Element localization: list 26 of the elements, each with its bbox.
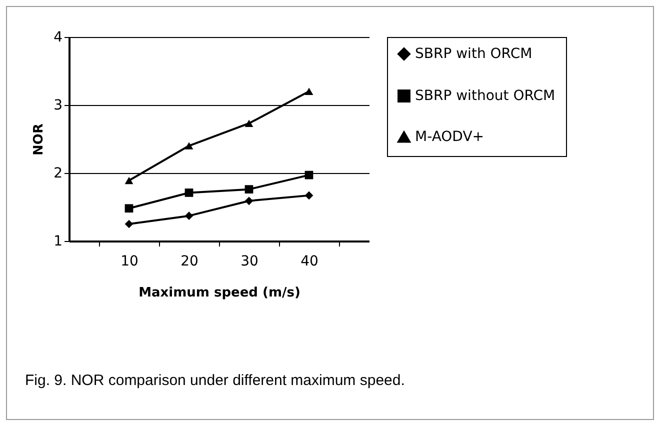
point bbox=[304, 88, 314, 96]
point bbox=[244, 196, 254, 206]
y-axis-title: NOR bbox=[32, 124, 47, 156]
point bbox=[184, 188, 194, 197]
x-tick-label: 30 bbox=[240, 254, 258, 270]
point bbox=[304, 170, 314, 180]
x-tick-label: 10 bbox=[120, 254, 138, 270]
point bbox=[184, 212, 194, 220]
legend-label: SBRP without ORCM bbox=[415, 88, 556, 104]
y-tick-label: 2 bbox=[54, 166, 62, 182]
point bbox=[244, 120, 254, 127]
x-tick-label: 20 bbox=[180, 254, 198, 270]
legend-label: SBRP with ORCM bbox=[415, 46, 532, 62]
point bbox=[124, 220, 134, 228]
x-tick-label: 40 bbox=[300, 254, 318, 270]
x-axis-title: Maximum speed (m/s) bbox=[138, 286, 300, 300]
legend-label: M-AODV+ bbox=[415, 129, 484, 145]
point bbox=[304, 191, 314, 200]
point bbox=[124, 204, 134, 213]
y-tick-label: 4 bbox=[54, 30, 63, 46]
point bbox=[244, 185, 254, 194]
caption: Fig. 9. NOR comparison under different maximum speed. bbox=[25, 372, 405, 389]
point bbox=[184, 142, 194, 150]
y-tick-label: 3 bbox=[54, 98, 62, 114]
y-tick-label: 1 bbox=[54, 234, 62, 250]
point bbox=[124, 176, 134, 184]
